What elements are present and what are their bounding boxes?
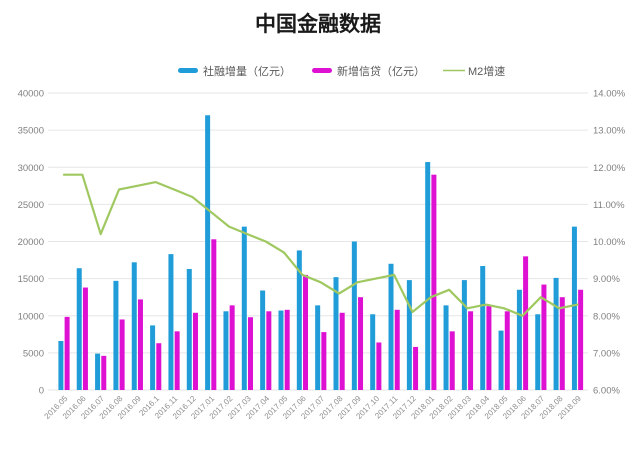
x-axis-labels: 2016.052016.062016.072016.082016.092016.…: [43, 394, 584, 421]
bar: [516, 289, 522, 390]
bar: [394, 309, 400, 390]
bar: [504, 311, 510, 390]
bar: [64, 316, 70, 390]
left-tick-label: 35000: [18, 126, 44, 137]
bar: [119, 319, 125, 390]
bar: [541, 284, 547, 390]
left-tick-label: 40000: [18, 89, 44, 100]
bar: [131, 262, 137, 390]
bar: [260, 290, 266, 390]
left-axis-ticks: 0 5000 10000 15000 20000 25000 30000 35000 40000: [18, 89, 44, 397]
bar: [101, 355, 107, 390]
bars-new-loans: [64, 174, 584, 390]
left-tick-label: 20000: [18, 237, 44, 248]
bar: [303, 274, 309, 390]
bar: [461, 280, 467, 390]
right-axis-ticks: 6.00% 7.00% 8.00% 9.00% 10.00% 11.00% 12.00% 13…: [593, 89, 626, 397]
left-tick-label: 25000: [18, 200, 44, 211]
right-tick-label: 13.00%: [593, 126, 626, 137]
bars-social-financing: [58, 115, 577, 391]
bar: [486, 306, 492, 390]
bar: [296, 250, 302, 390]
bar: [339, 312, 345, 390]
bar: [248, 317, 253, 390]
bar: [498, 330, 504, 390]
bar: [535, 314, 541, 390]
chart-title: 中国金融数据: [255, 12, 381, 36]
bar: [571, 226, 577, 390]
bar: [266, 311, 272, 390]
bar: [205, 115, 211, 391]
bar: [284, 309, 290, 390]
bar: [480, 266, 486, 390]
right-tick-label: 7.00%: [593, 348, 620, 359]
bar: [559, 297, 565, 390]
bar: [578, 289, 584, 390]
legend-label: 新增信贷（亿元）: [337, 64, 425, 78]
legend-item-2: 新增信贷（亿元）: [312, 64, 425, 78]
bar: [82, 287, 88, 390]
bar: [315, 305, 321, 390]
bar: [406, 280, 412, 390]
bar: [370, 314, 376, 390]
bar: [468, 311, 474, 390]
bar: [150, 325, 156, 390]
bar: [192, 312, 198, 390]
right-tick-label: 8.00%: [593, 311, 620, 322]
bar: [223, 311, 229, 390]
bar: [388, 263, 394, 390]
bar: [186, 268, 192, 390]
bar: [241, 226, 247, 390]
bar: [443, 305, 449, 390]
bar: [358, 297, 364, 390]
bar: [58, 340, 64, 390]
right-tick-label: 12.00%: [593, 163, 626, 174]
legend-label: 社融增量（亿元）: [203, 64, 291, 78]
bar: [137, 299, 143, 390]
legend-label: M2增速: [468, 64, 505, 78]
right-tick-label: 6.00%: [593, 386, 620, 397]
legend-swatch-bar: [178, 68, 198, 73]
chart-legend: 社融增量（亿元） 新增信贷（亿元） M2增速: [178, 64, 505, 78]
bar: [413, 346, 419, 390]
m2-growth-line: [62, 173, 579, 317]
left-tick-label: 10000: [18, 311, 44, 322]
bar: [449, 331, 455, 390]
legend-item-3: M2增速: [443, 64, 505, 78]
bar: [553, 277, 559, 390]
bar: [523, 256, 529, 390]
right-tick-label: 11.00%: [593, 200, 625, 211]
bar: [95, 353, 101, 390]
right-tick-label: 9.00%: [593, 274, 620, 285]
bar: [113, 280, 119, 390]
bar: [229, 305, 235, 390]
bar: [168, 254, 174, 390]
bar: [376, 342, 382, 390]
legend-item-1: 社融增量（亿元）: [178, 64, 291, 78]
bar: [278, 310, 284, 390]
bar: [211, 239, 217, 390]
left-tick-label: 15000: [18, 274, 44, 285]
bar: [425, 162, 431, 390]
left-tick-label: 30000: [18, 163, 44, 174]
bar: [333, 277, 339, 390]
legend-swatch-bar: [312, 68, 332, 73]
m2-polyline: [62, 173, 579, 317]
bar-series: [58, 115, 584, 391]
right-tick-label: 14.00%: [593, 89, 626, 100]
right-tick-label: 10.00%: [593, 237, 626, 248]
bar: [76, 268, 82, 390]
bar: [321, 332, 327, 390]
bar: [174, 331, 180, 390]
bar: [351, 241, 357, 390]
bar: [156, 343, 162, 390]
left-tick-label: 0: [39, 386, 44, 397]
bar: [431, 174, 437, 390]
left-tick-label: 5000: [23, 348, 44, 359]
